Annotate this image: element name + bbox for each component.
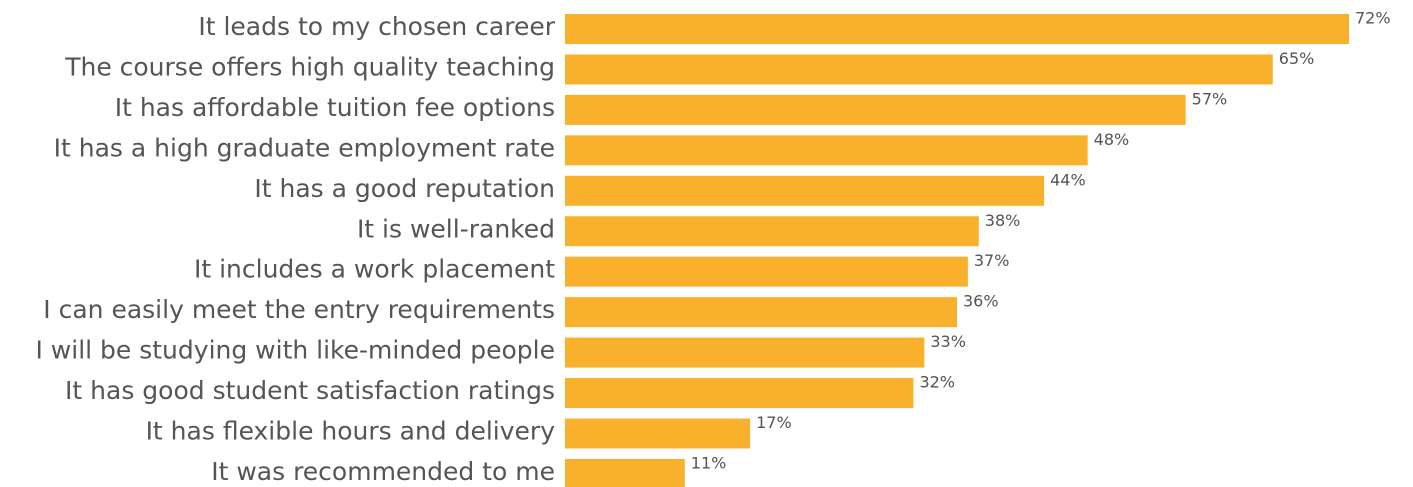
value-label: 72% (1355, 9, 1391, 28)
value-label: 11% (691, 453, 727, 472)
bar (565, 14, 1349, 44)
bar (565, 54, 1273, 85)
category-label: I can easily meet the entry requirements (43, 295, 555, 324)
bar (565, 297, 957, 328)
bar (565, 418, 751, 449)
category-label: I will be studying with like-minded peop… (35, 336, 555, 365)
value-label: 38% (985, 211, 1021, 230)
category-label: It includes a work placement (194, 255, 555, 284)
bar (565, 216, 979, 247)
bar (565, 175, 1045, 206)
value-label: 65% (1279, 49, 1315, 68)
category-label: It is well-ranked (357, 214, 555, 243)
value-label: 57% (1192, 89, 1228, 108)
value-label: 48% (1094, 130, 1130, 149)
value-label: 37% (974, 251, 1010, 270)
bar (565, 256, 968, 287)
bar (565, 94, 1186, 125)
category-label: It leads to my chosen career (198, 12, 555, 41)
value-label: 33% (930, 332, 966, 351)
value-label: 32% (919, 373, 955, 392)
category-label: It has a good reputation (254, 174, 555, 203)
category-label: It has a high graduate employment rate (54, 133, 555, 162)
bar (565, 337, 925, 368)
category-label: It has good student satisfaction ratings (65, 376, 555, 405)
category-label: It was recommended to me (211, 457, 555, 486)
value-label: 36% (963, 292, 999, 311)
value-label: 17% (756, 413, 792, 432)
bar (565, 378, 914, 409)
category-label: It has affordable tuition fee options (115, 93, 555, 122)
bar (565, 135, 1088, 166)
bar (565, 458, 685, 487)
value-label: 44% (1050, 170, 1086, 189)
category-label: The course offers high quality teaching (64, 52, 555, 81)
category-label: It has flexible hours and delivery (146, 417, 556, 446)
